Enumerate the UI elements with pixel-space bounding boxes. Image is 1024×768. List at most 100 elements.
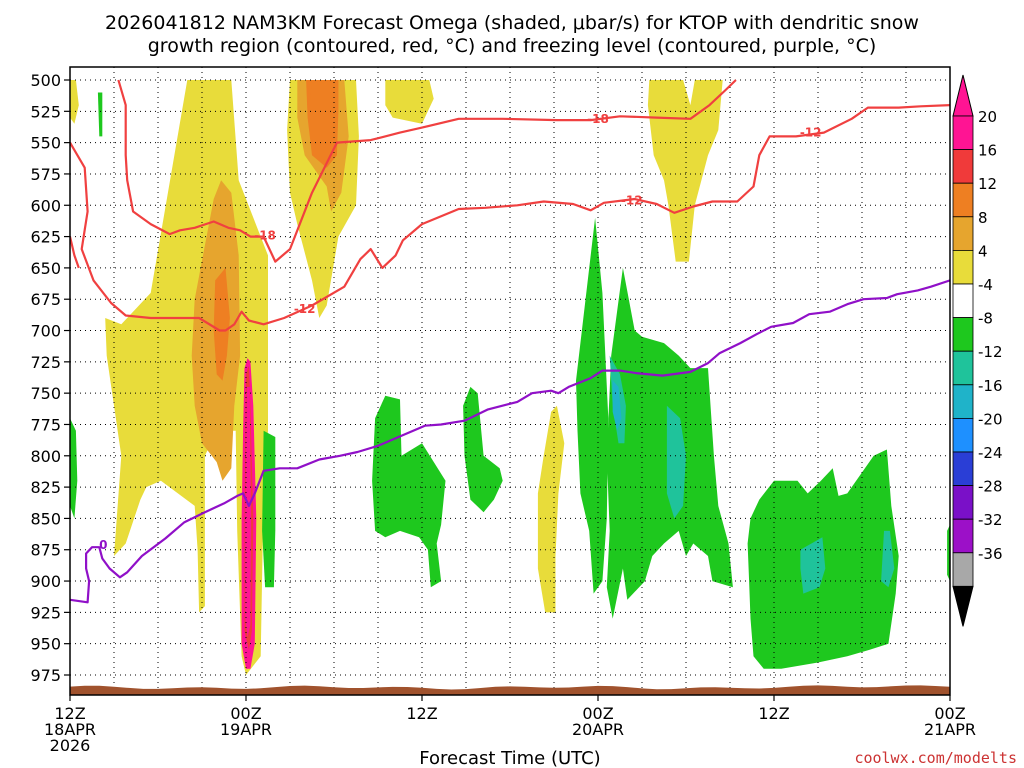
colorbar-label-13: -36: [978, 545, 1003, 563]
purple-contour-label: 0: [99, 538, 107, 552]
dendritic-growth-contours: [70, 79, 950, 332]
plot-frame: [69, 66, 951, 696]
colorbar-label-12: -32: [978, 511, 1003, 529]
colorbar-label-6: -8: [978, 310, 993, 328]
omega-region-16: [262, 430, 276, 588]
colorbar-label-8: -16: [978, 377, 1003, 395]
colorbar-swatch-8: [952, 384, 974, 419]
red-contour-label-2: -12: [294, 302, 316, 316]
red-contour-2: [70, 236, 80, 269]
ytick-label-975: 975: [30, 666, 61, 685]
colorbar-swatch-6: [952, 317, 974, 352]
ytick-label-725: 725: [30, 353, 61, 372]
omega-region-8: [306, 80, 339, 168]
xtick-label-1-0: 00Z: [230, 704, 261, 723]
ytick-label-950: 950: [30, 635, 61, 654]
xtick-label-5-0: 00Z: [934, 704, 965, 723]
xtick-label-4-0: 12Z: [758, 704, 789, 723]
colorbar-label-9: -20: [978, 410, 1003, 428]
ytick-label-600: 600: [30, 196, 61, 215]
omega-region-14: [70, 418, 78, 519]
colorbar-label-4: 4: [978, 242, 988, 260]
xtick-label-3-0: 00Z: [582, 704, 613, 723]
colorbar-label-10: -24: [978, 444, 1003, 462]
red-contour-label-4: -12: [800, 126, 822, 140]
colorbar-swatch-11: [952, 485, 974, 520]
colorbar-top-arrow: [952, 74, 974, 117]
colorbar-swatch-4: [952, 249, 974, 285]
omega-region-5: [647, 80, 723, 262]
omega-region-25: [800, 537, 826, 594]
terrain-strip: [70, 685, 950, 695]
xtick-label-2-0: 12Z: [406, 704, 437, 723]
xtick-label-3-1: 20APR: [572, 720, 624, 739]
red-contour-1: [70, 104, 950, 332]
terrain-fill: [70, 685, 950, 695]
credit-text: coolwx.com/modelts: [854, 749, 1017, 767]
omega-region-19: [576, 217, 609, 594]
ytick-label-800: 800: [30, 447, 61, 466]
ytick-label-850: 850: [30, 509, 61, 528]
chart-title-line2: growth region (contoured, red, °C) and f…: [148, 35, 877, 57]
ytick-label-700: 700: [30, 322, 61, 341]
ytick-label-825: 825: [30, 478, 61, 497]
ytick-label-875: 875: [30, 541, 61, 560]
purple-contour-0: [70, 279, 950, 604]
omega-region-0: [70, 80, 79, 124]
colorbar-label-3: 8: [978, 209, 988, 227]
red-contour-label-1: -18: [587, 112, 609, 126]
omega-region-18: [463, 386, 503, 513]
ytick-label-675: 675: [30, 290, 61, 309]
xtick-label-0-2: 2026: [50, 736, 91, 755]
colorbar-label-2: 12: [978, 175, 997, 193]
red-contour-0: [117, 79, 737, 263]
ytick-label-750: 750: [30, 384, 61, 403]
ytick-label-925: 925: [30, 603, 61, 622]
omega-region-10: [306, 80, 312, 99]
ytick-label-625: 625: [30, 228, 61, 247]
colorbar-label-11: -28: [978, 478, 1003, 496]
omega-region-9: [213, 267, 230, 381]
contour-labels: -18 -18 -12 -12 -12 0: [99, 112, 822, 552]
red-contour-label-3: -12: [621, 193, 643, 207]
colorbar-swatch-2: [952, 182, 974, 218]
colorbar-swatch-12: [952, 518, 974, 554]
ytick-label-650: 650: [30, 259, 61, 278]
ytick-label-775: 775: [30, 415, 61, 434]
colorbar-bottom-arrow: [952, 585, 974, 627]
colorbar-swatch-13: [952, 552, 974, 587]
freezing-level-contour: [70, 279, 950, 604]
colorbar: 20 16 12 8 4 -4 -8 -12 -16 -20 -24 -28 -32 -36: [952, 74, 1003, 627]
plot-area: -18 -18 -12 -12 -12 0: [69, 66, 951, 696]
omega-region-24: [666, 405, 686, 519]
colorbar-label-1: 16: [978, 142, 997, 160]
omega-shaded-regions: [70, 80, 950, 675]
xtick-label-5-1: 21APR: [924, 720, 976, 739]
ytick-label-525: 525: [30, 102, 61, 121]
omega-region-26: [881, 530, 895, 588]
omega-region-27: [612, 380, 622, 431]
ytick-label-900: 900: [30, 572, 61, 591]
y-axis-pressure: 500 525 550 575 600 625 650 675 700 725 750 775 800 8…: [30, 71, 70, 685]
x-axis-label: Forecast Time (UTC): [419, 748, 600, 768]
colorbar-swatch-7: [952, 350, 974, 386]
omega-region-13: [245, 386, 252, 638]
omega-region-15: [97, 92, 103, 137]
colorbar-label-0: 20: [978, 108, 997, 126]
colorbar-label-5: -4: [978, 276, 993, 294]
ytick-label-550: 550: [30, 134, 61, 153]
ytick-label-500: 500: [30, 71, 61, 90]
omega-region-4: [537, 405, 565, 613]
xtick-label-1-1: 19APR: [220, 720, 272, 739]
xtick-label-0-1: 18APR: [44, 720, 96, 739]
ytick-label-575: 575: [30, 165, 61, 184]
colorbar-label-7: -12: [978, 343, 1003, 361]
colorbar-swatch-1: [952, 149, 974, 184]
colorbar-swatch-3: [952, 216, 974, 251]
chart-title-line1: 2026041812 NAM3KM Forecast Omega (shaded…: [105, 12, 919, 34]
xtick-label-0-0: 12Z: [54, 704, 85, 723]
colorbar-swatch-0: [952, 115, 974, 150]
red-contour-label-0: -18: [254, 228, 276, 242]
